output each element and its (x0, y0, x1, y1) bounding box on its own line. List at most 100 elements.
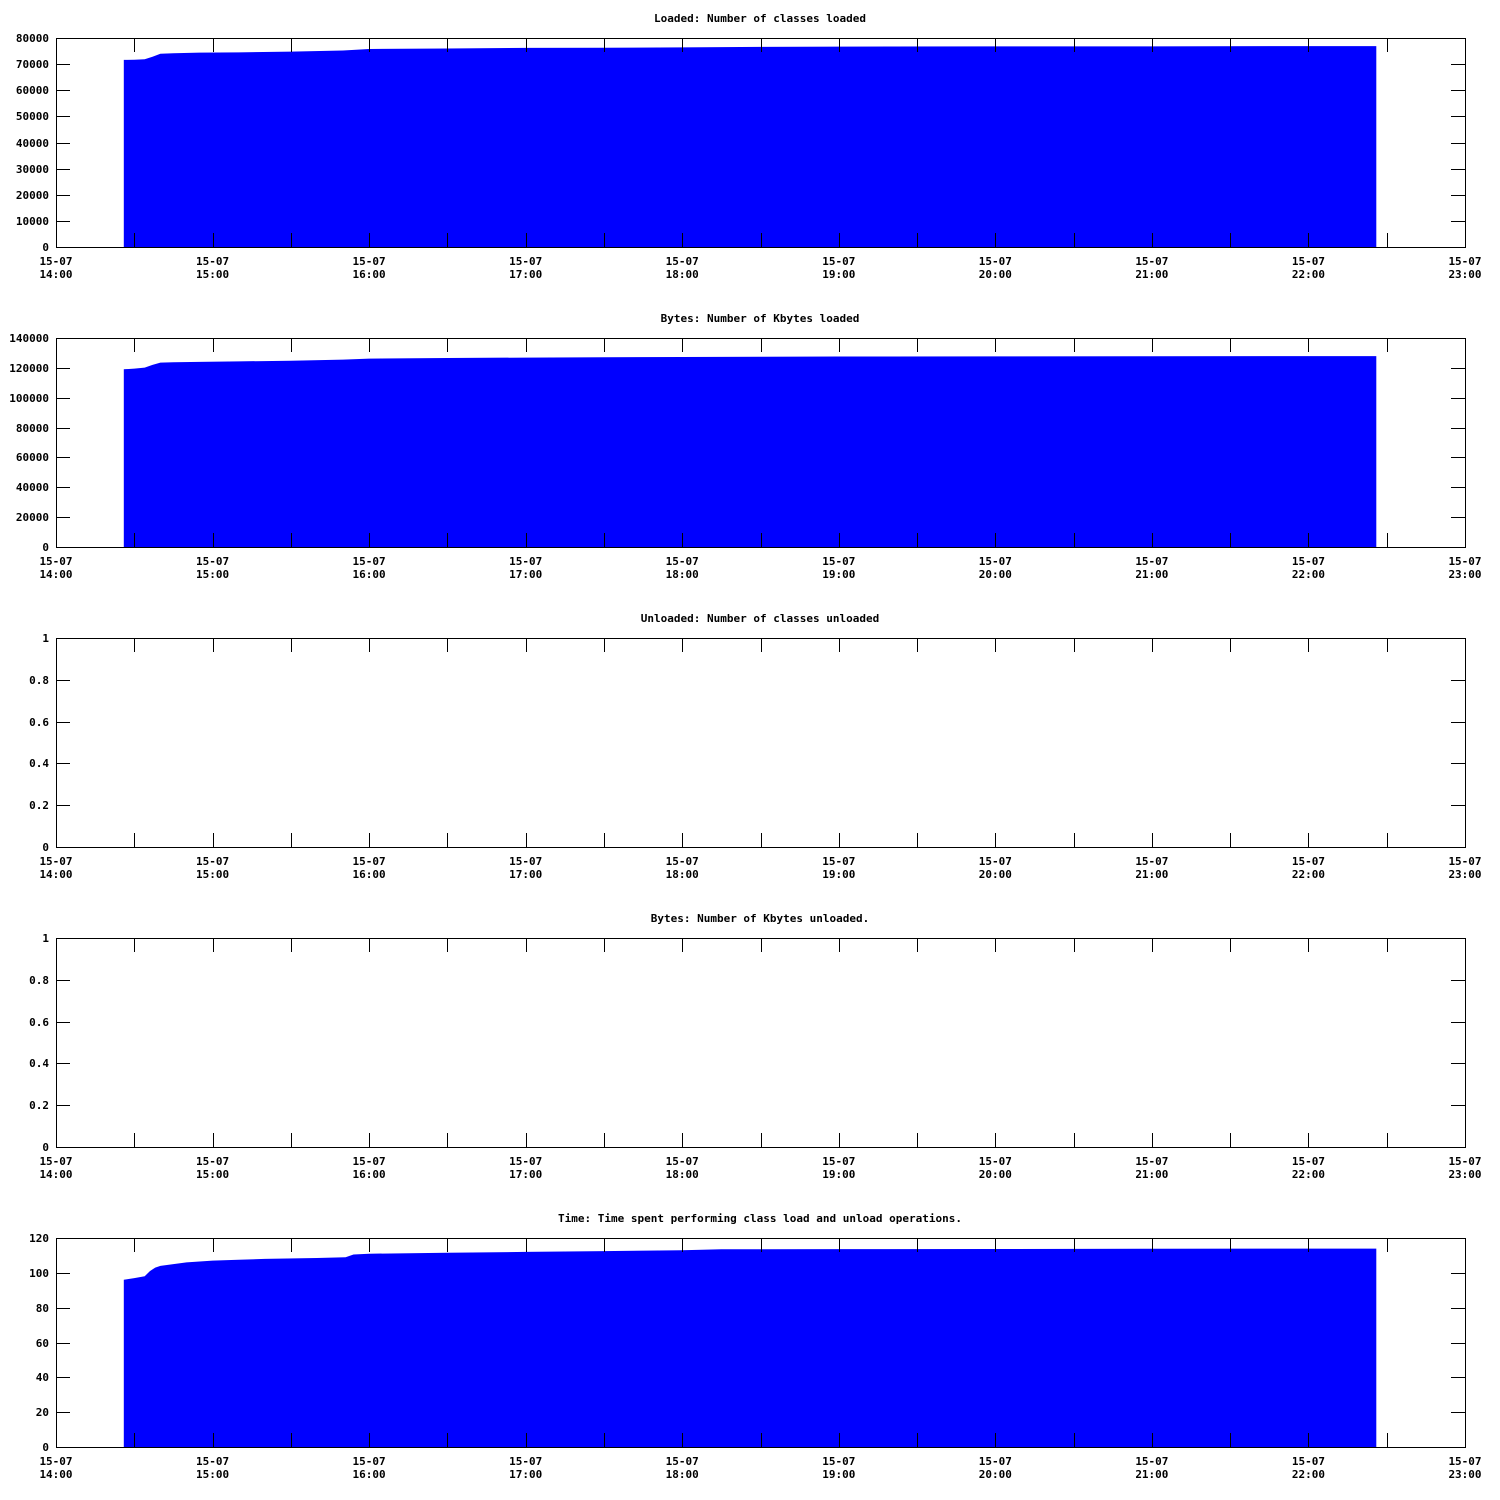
y-tick-label: 1 (42, 932, 49, 945)
x-tick-label-time: 17:00 (509, 868, 542, 881)
x-tick-label-time: 21:00 (1135, 1468, 1168, 1481)
x-tick-label-time: 23:00 (1448, 568, 1481, 581)
x-tick-label-date: 15-07 (666, 1155, 699, 1168)
x-tick-label-time: 16:00 (353, 1168, 386, 1181)
x-tick-label-date: 15-07 (39, 855, 72, 868)
x-tick-label-date: 15-07 (509, 555, 542, 568)
y-tick-label: 20000 (16, 511, 49, 524)
y-tick-label: 70000 (16, 58, 49, 71)
x-tick-label-date: 15-07 (39, 255, 72, 268)
y-tick-label: 0 (42, 841, 49, 854)
x-tick-label-time: 16:00 (353, 268, 386, 281)
x-tick-label-time: 18:00 (666, 868, 699, 881)
x-tick-label-date: 15-07 (353, 255, 386, 268)
x-tick-label-time: 23:00 (1448, 868, 1481, 881)
chart-title: Unloaded: Number of classes unloaded (641, 612, 879, 625)
x-tick-label-date: 15-07 (822, 1155, 855, 1168)
x-tick-label-time: 14:00 (39, 568, 72, 581)
x-tick-label-time: 19:00 (822, 1468, 855, 1481)
x-tick-label-date: 15-07 (1448, 855, 1481, 868)
x-tick-label-time: 17:00 (509, 568, 542, 581)
y-tick-label: 100 (29, 1267, 49, 1280)
chart-svg: Bytes: Number of Kbytes loaded 0 20000 4000… (9, 312, 1481, 581)
x-tick-label-date: 15-07 (666, 555, 699, 568)
y-tick-label: 0.6 (29, 1016, 49, 1029)
x-tick-label-time: 16:00 (353, 568, 386, 581)
y-tick-label: 60 (36, 1337, 49, 1350)
x-tick-label-date: 15-07 (1448, 555, 1481, 568)
x-tick-label-time: 18:00 (666, 268, 699, 281)
y-tick-label: 0.4 (29, 757, 49, 770)
x-tick-label-time: 22:00 (1292, 1168, 1325, 1181)
x-tick-label-date: 15-07 (353, 855, 386, 868)
x-tick-label-date: 15-07 (1135, 1455, 1168, 1468)
x-tick-label-date: 15-07 (509, 1155, 542, 1168)
x-tick-label-time: 17:00 (509, 268, 542, 281)
x-tick-label-date: 15-07 (822, 1455, 855, 1468)
x-tick-label-date: 15-07 (822, 855, 855, 868)
series-area (123, 356, 1377, 547)
x-tick-label-time: 17:00 (509, 1468, 542, 1481)
x-tick-label-date: 15-07 (39, 1455, 72, 1468)
x-tick-label-time: 18:00 (666, 1168, 699, 1181)
x-tick-label-date: 15-07 (1448, 255, 1481, 268)
x-tick-label-date: 15-07 (353, 555, 386, 568)
x-tick-label-time: 15:00 (196, 1168, 229, 1181)
x-tick-label-date: 15-07 (666, 855, 699, 868)
x-tick-label-date: 15-07 (509, 255, 542, 268)
x-tick-label-date: 15-07 (979, 1455, 1012, 1468)
x-tick-label-time: 16:00 (353, 1468, 386, 1481)
y-tick-label: 40000 (16, 481, 49, 494)
chart-panel: Bytes: Number of Kbytes unloaded. 0 0.2 0.4… (0, 900, 1500, 1200)
x-tick-label-time: 20:00 (979, 1168, 1012, 1181)
y-tick-label: 120000 (9, 362, 49, 375)
y-tick-label: 50000 (16, 110, 49, 123)
y-tick-label: 40000 (16, 137, 49, 150)
x-tick-label-time: 23:00 (1448, 268, 1481, 281)
y-tick-label: 0.6 (29, 716, 49, 729)
x-tick-label-date: 15-07 (1292, 555, 1325, 568)
x-tick-label-time: 15:00 (196, 868, 229, 881)
y-tick-label: 60000 (16, 451, 49, 464)
x-tick-label-time: 15:00 (196, 268, 229, 281)
x-tick-label-time: 21:00 (1135, 1168, 1168, 1181)
y-tick-label: 0 (42, 541, 49, 554)
series-area (123, 46, 1377, 247)
x-tick-label-date: 15-07 (196, 255, 229, 268)
x-tick-label-date: 15-07 (1448, 1155, 1481, 1168)
x-tick-label-time: 21:00 (1135, 868, 1168, 881)
x-tick-label-date: 15-07 (979, 1155, 1012, 1168)
x-tick-label-time: 14:00 (39, 268, 72, 281)
x-tick-label-date: 15-07 (196, 555, 229, 568)
y-tick-label: 40 (36, 1371, 49, 1384)
x-tick-label-time: 22:00 (1292, 868, 1325, 881)
chart-svg: Bytes: Number of Kbytes unloaded. 0 0.2 0.4… (29, 912, 1481, 1181)
x-tick-label-date: 15-07 (666, 255, 699, 268)
x-tick-label-time: 21:00 (1135, 568, 1168, 581)
y-tick-label: 1 (42, 632, 49, 645)
x-tick-label-time: 20:00 (979, 1468, 1012, 1481)
x-tick-label-time: 21:00 (1135, 268, 1168, 281)
x-tick-label-date: 15-07 (1135, 555, 1168, 568)
x-tick-label-time: 19:00 (822, 568, 855, 581)
y-tick-label: 80000 (16, 32, 49, 45)
x-tick-label-date: 15-07 (39, 1155, 72, 1168)
chart-svg: Loaded: Number of classes loaded 0 10000 20… (16, 12, 1482, 281)
x-tick-label-time: 18:00 (666, 1468, 699, 1481)
y-tick-label: 0.2 (29, 1099, 49, 1112)
y-tick-label: 0.2 (29, 799, 49, 812)
y-tick-label: 140000 (9, 332, 49, 345)
y-tick-label: 0 (42, 241, 49, 254)
x-tick-label-time: 19:00 (822, 868, 855, 881)
x-tick-label-date: 15-07 (1135, 1155, 1168, 1168)
x-tick-label-date: 15-07 (196, 1455, 229, 1468)
plot-frame (56, 638, 1466, 848)
x-tick-label-time: 19:00 (822, 268, 855, 281)
x-tick-label-date: 15-07 (1135, 255, 1168, 268)
x-tick-label-date: 15-07 (666, 1455, 699, 1468)
x-tick-label-date: 15-07 (822, 255, 855, 268)
chart-panel: Bytes: Number of Kbytes loaded 0 20000 4000… (0, 300, 1500, 600)
y-tick-label: 20000 (16, 189, 49, 202)
x-tick-label-date: 15-07 (1135, 855, 1168, 868)
